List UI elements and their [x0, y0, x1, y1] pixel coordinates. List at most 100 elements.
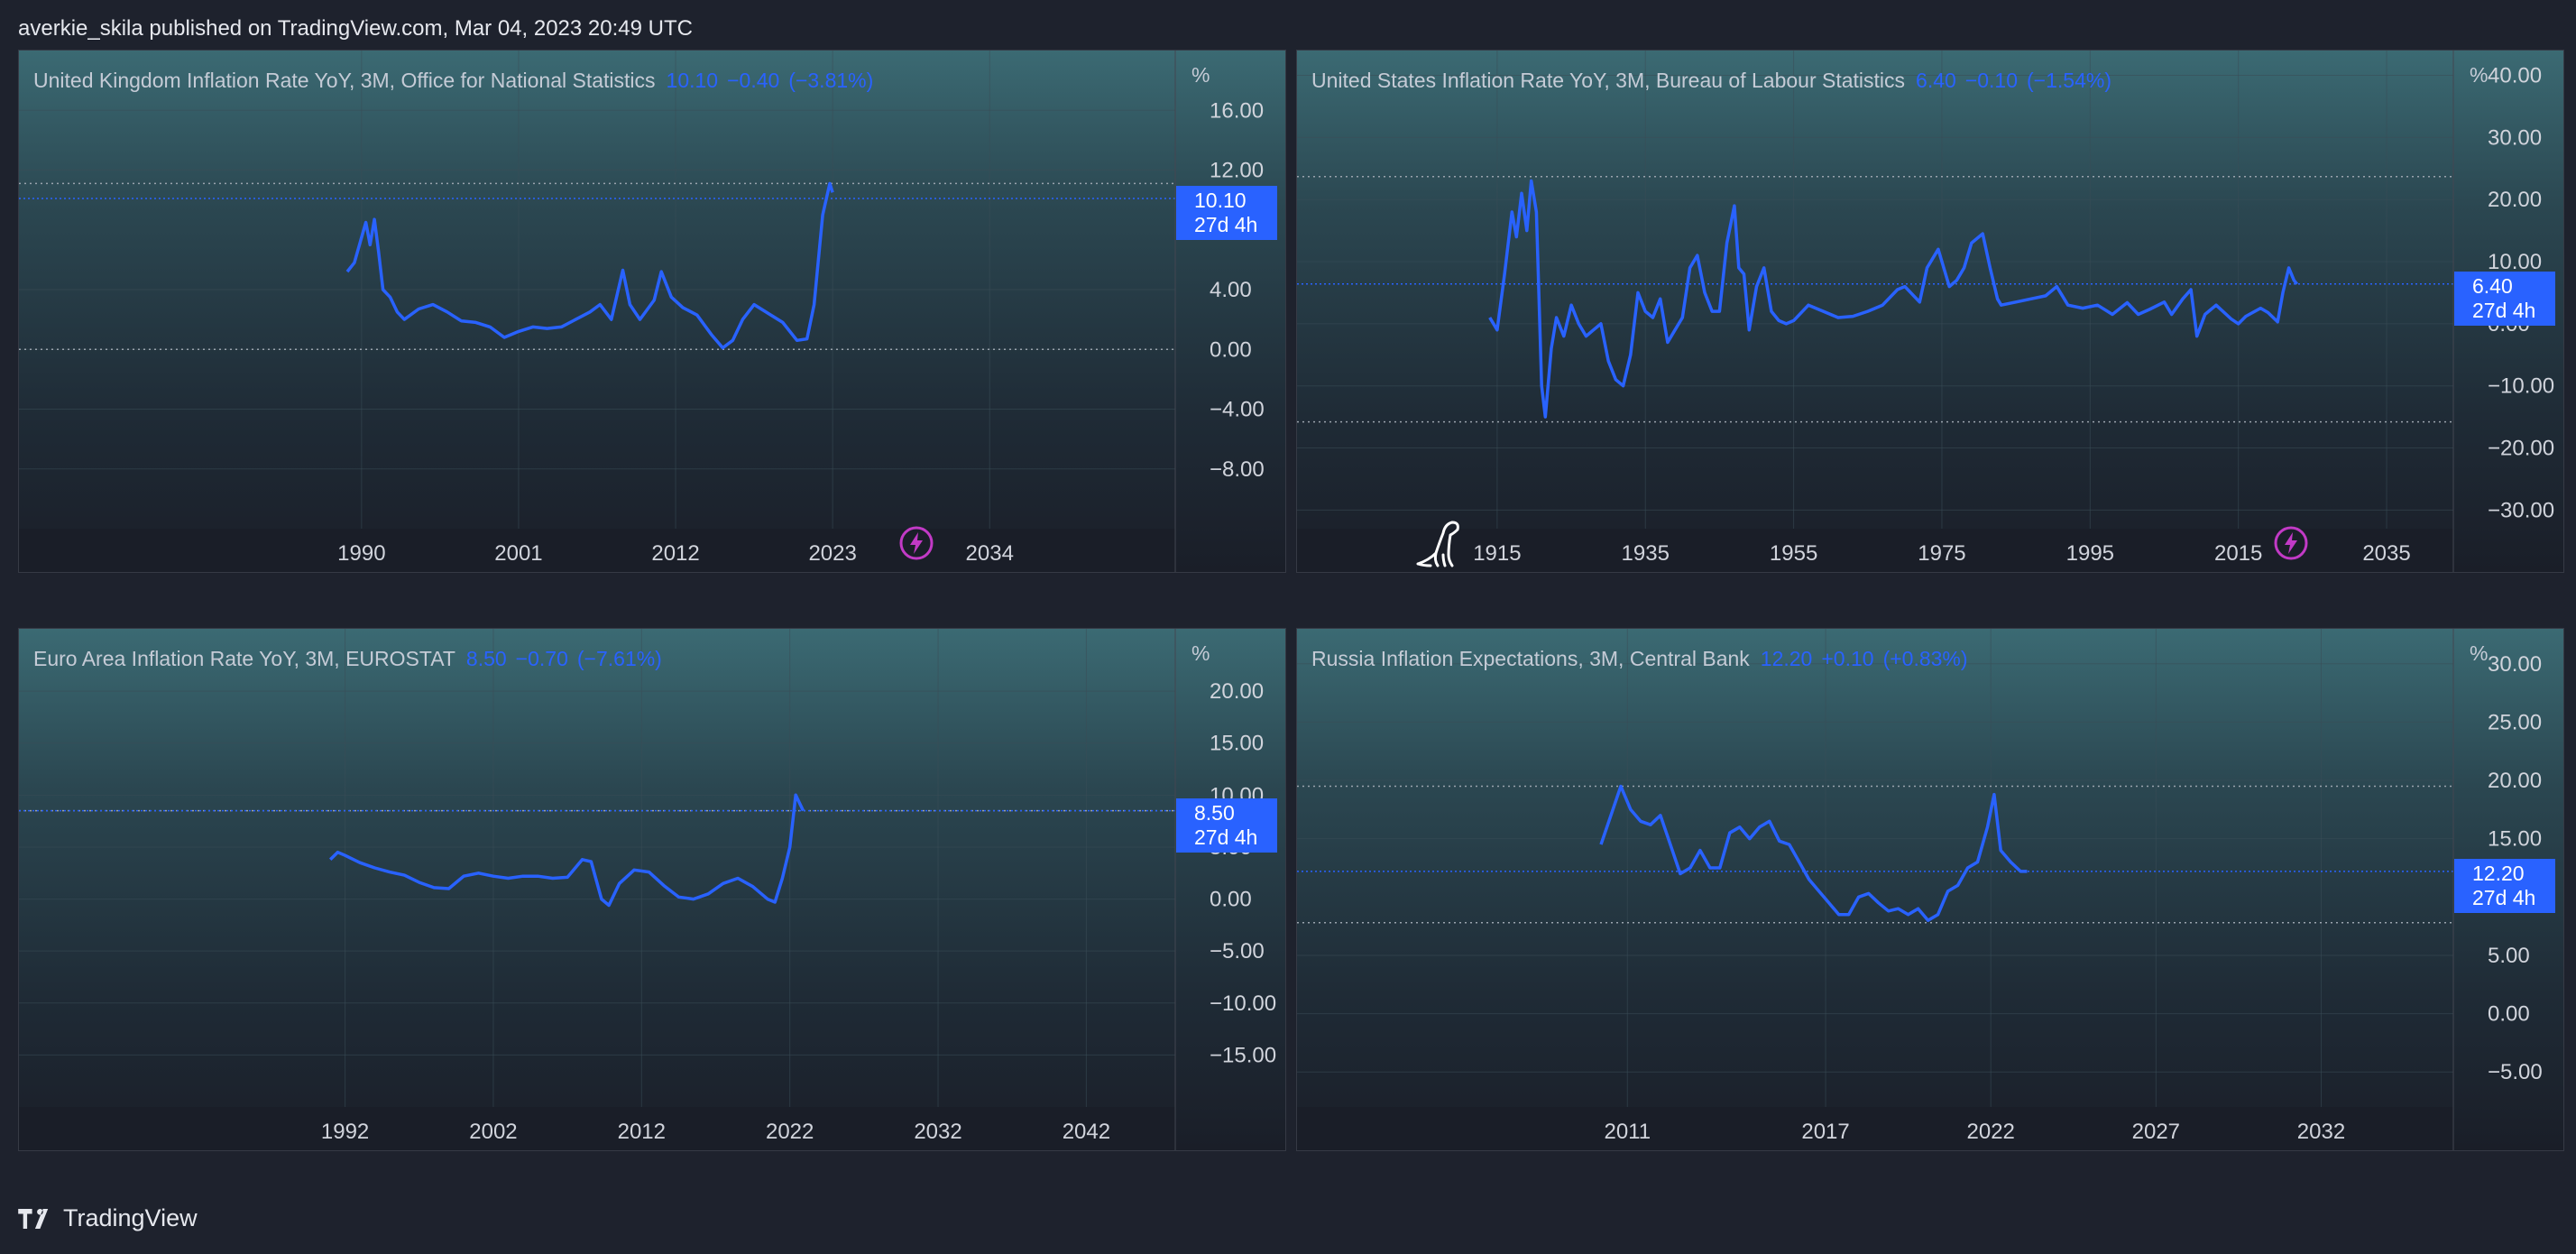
y-tick-label: 4.00: [1210, 278, 1252, 302]
legend-last-value: 10.10: [666, 69, 719, 92]
series-line[interactable]: [1488, 179, 2298, 419]
x-tick-label: 2032: [2297, 1120, 2345, 1144]
y-tick-label: 12.00: [1210, 159, 1264, 183]
x-tick-label: 2002: [469, 1120, 517, 1144]
y-tick-label: 20.00: [1210, 679, 1264, 704]
legend-values: 6.40 −0.10 (−1.54%): [1916, 69, 2121, 93]
x-tick-label: 2027: [2132, 1120, 2180, 1144]
x-tick-label: 1975: [1918, 541, 1965, 566]
x-tick-label: 2034: [966, 541, 1014, 566]
y-tick-label: −8.00: [1210, 457, 1265, 482]
y-tick-label: 30.00: [2488, 125, 2542, 150]
x-tick-label: 2022: [1967, 1120, 2015, 1144]
legend-values: 8.50 −0.70 (−7.61%): [466, 647, 671, 671]
chart-title: Euro Area Inflation Rate YoY, 3M, EUROST…: [33, 647, 455, 670]
x-tick-label: 1990: [337, 541, 385, 566]
y-tick-label: 20.00: [2488, 188, 2542, 212]
legend-values: 12.20 +0.10 (+0.83%): [1761, 647, 1977, 671]
legend-change: +0.10: [1821, 647, 1874, 670]
y-tick-label: −10.00: [1210, 991, 1276, 1016]
series-line[interactable]: [1599, 784, 2028, 922]
chart-panel[interactable]: 1990 2001 2012 2023 2034 16.00 12.00 4.00 0.00 −4…: [18, 50, 1286, 573]
x-tick-label: 2022: [766, 1120, 814, 1144]
chart-panel[interactable]: 1915 1935 1955 1975 1995 2015 2035 40.00 30.00 20…: [1296, 50, 2564, 573]
footer-brand-label: TradingView: [63, 1204, 198, 1231]
y-tick-label: 0.00: [2488, 1002, 2530, 1027]
unit-label: %: [1191, 641, 1210, 665]
publisher-line: averkie_skila published on TradingView.c…: [18, 16, 693, 41]
chart-title: Russia Inflation Expectations, 3M, Centr…: [1311, 647, 1750, 670]
y-tick-label: 30.00: [2488, 652, 2542, 677]
unit-label: %: [1191, 63, 1210, 87]
x-tick-label: 2012: [651, 541, 699, 566]
x-axis-strip: [1297, 529, 2453, 572]
badge-value: 8.50: [1194, 801, 1235, 825]
legend-last-value: 8.50: [465, 647, 507, 670]
legend-values: 10.10 −0.40 (−3.81%): [667, 69, 883, 93]
y-tick-label: 10.00: [2488, 250, 2542, 274]
y-tick-label: 20.00: [2488, 769, 2542, 793]
x-tick-label: 2017: [1801, 1120, 1849, 1144]
chart-panel[interactable]: 19922002201220222032204220.0015.0010.005…: [18, 628, 1286, 1151]
chart-title: United States Inflation Rate YoY, 3M, Bu…: [1311, 69, 1906, 92]
x-tick-label: 2015: [2214, 541, 2262, 566]
last-price-badge[interactable]: 8.50 27d 4h: [1176, 798, 1277, 853]
legend-change-pct: (−3.81%): [788, 69, 874, 92]
x-tick-label: 2032: [914, 1120, 961, 1144]
legend-change-pct: (−1.54%): [2027, 69, 2111, 92]
chart-legend[interactable]: Euro Area Inflation Rate YoY, 3M, EUROST…: [33, 647, 671, 671]
last-price-badge[interactable]: 10.10 27d 4h: [1176, 186, 1277, 240]
chart-legend[interactable]: United States Inflation Rate YoY, 3M, Bu…: [1311, 69, 2121, 93]
legend-last-value: 6.40: [1916, 69, 1956, 92]
x-tick-label: 1992: [321, 1120, 369, 1144]
y-tick-label: −5.00: [1210, 939, 1265, 964]
legend-change-pct: (−7.61%): [576, 647, 662, 670]
series-line[interactable]: [345, 181, 834, 350]
x-tick-label: 2023: [808, 541, 856, 566]
chart-plot[interactable]: 1990 2001 2012 2023 2034 16.00 12.00 4.00 0.00 −4…: [19, 51, 1286, 573]
legend-last-value: 12.20: [1760, 647, 1813, 670]
tradingview-logo-icon: [18, 1208, 49, 1229]
footer-brand[interactable]: TradingView: [18, 1204, 198, 1232]
y-tick-label: −20.00: [2488, 437, 2554, 461]
badge-value: 6.40: [2472, 274, 2513, 298]
x-tick-label: 1935: [1622, 541, 1670, 566]
badge-value: 12.20: [2472, 862, 2525, 885]
y-tick-label: −10.00: [2488, 374, 2554, 399]
lightning-icon[interactable]: [2273, 525, 2309, 561]
x-tick-label: 2035: [2362, 541, 2410, 566]
legend-change: −0.10: [1964, 69, 2019, 92]
y-tick-label: 40.00: [2488, 64, 2542, 88]
chart-legend[interactable]: Russia Inflation Expectations, 3M, Centr…: [1311, 647, 1977, 671]
x-tick-label: 2012: [618, 1120, 666, 1144]
y-tick-label: 0.00: [1210, 337, 1252, 362]
last-price-badge[interactable]: 6.40 27d 4h: [2454, 272, 2555, 326]
unit-label: %: [2470, 63, 2489, 87]
chart-plot[interactable]: 1915 1935 1955 1975 1995 2015 2035 40.00 30.00 20…: [1297, 51, 2564, 573]
x-tick-label: 2042: [1063, 1120, 1110, 1144]
y-tick-label: 0.00: [1210, 888, 1252, 912]
legend-change: −0.70: [515, 647, 568, 670]
dinosaur-icon[interactable]: [1412, 515, 1463, 569]
chart-plot[interactable]: 2011 2017 2022 2027 2032 30.00 25.00 20.00 15.00…: [1297, 629, 2564, 1151]
lightning-icon[interactable]: [898, 525, 934, 561]
x-tick-label: 2001: [494, 541, 542, 566]
chart-panel[interactable]: 2011 2017 2022 2027 2032 30.00 25.00 20.00 15.00…: [1296, 628, 2564, 1151]
legend-change-pct: (+0.83%): [1882, 647, 1968, 670]
y-tick-label: −15.00: [1210, 1043, 1276, 1067]
chart-title: United Kingdom Inflation Rate YoY, 3M, O…: [33, 69, 656, 92]
x-tick-label: 1955: [1770, 541, 1817, 566]
x-tick-label: 2011: [1604, 1120, 1651, 1144]
chart-legend[interactable]: United Kingdom Inflation Rate YoY, 3M, O…: [33, 69, 882, 93]
y-tick-label: 15.00: [1210, 732, 1264, 756]
y-tick-label: −4.00: [1210, 398, 1265, 422]
x-tick-label: 1995: [2066, 541, 2114, 566]
x-axis-strip: [19, 1107, 1175, 1150]
badge-countdown: 27d 4h: [2472, 299, 2536, 322]
chart-plot[interactable]: 19922002201220222032204220.0015.0010.005…: [19, 629, 1286, 1151]
badge-countdown: 27d 4h: [1194, 825, 1258, 849]
last-price-badge[interactable]: 12.20 27d 4h: [2454, 859, 2555, 913]
badge-value: 10.10: [1194, 189, 1247, 212]
series-line[interactable]: [328, 793, 805, 908]
x-tick-label: 1915: [1473, 541, 1521, 566]
